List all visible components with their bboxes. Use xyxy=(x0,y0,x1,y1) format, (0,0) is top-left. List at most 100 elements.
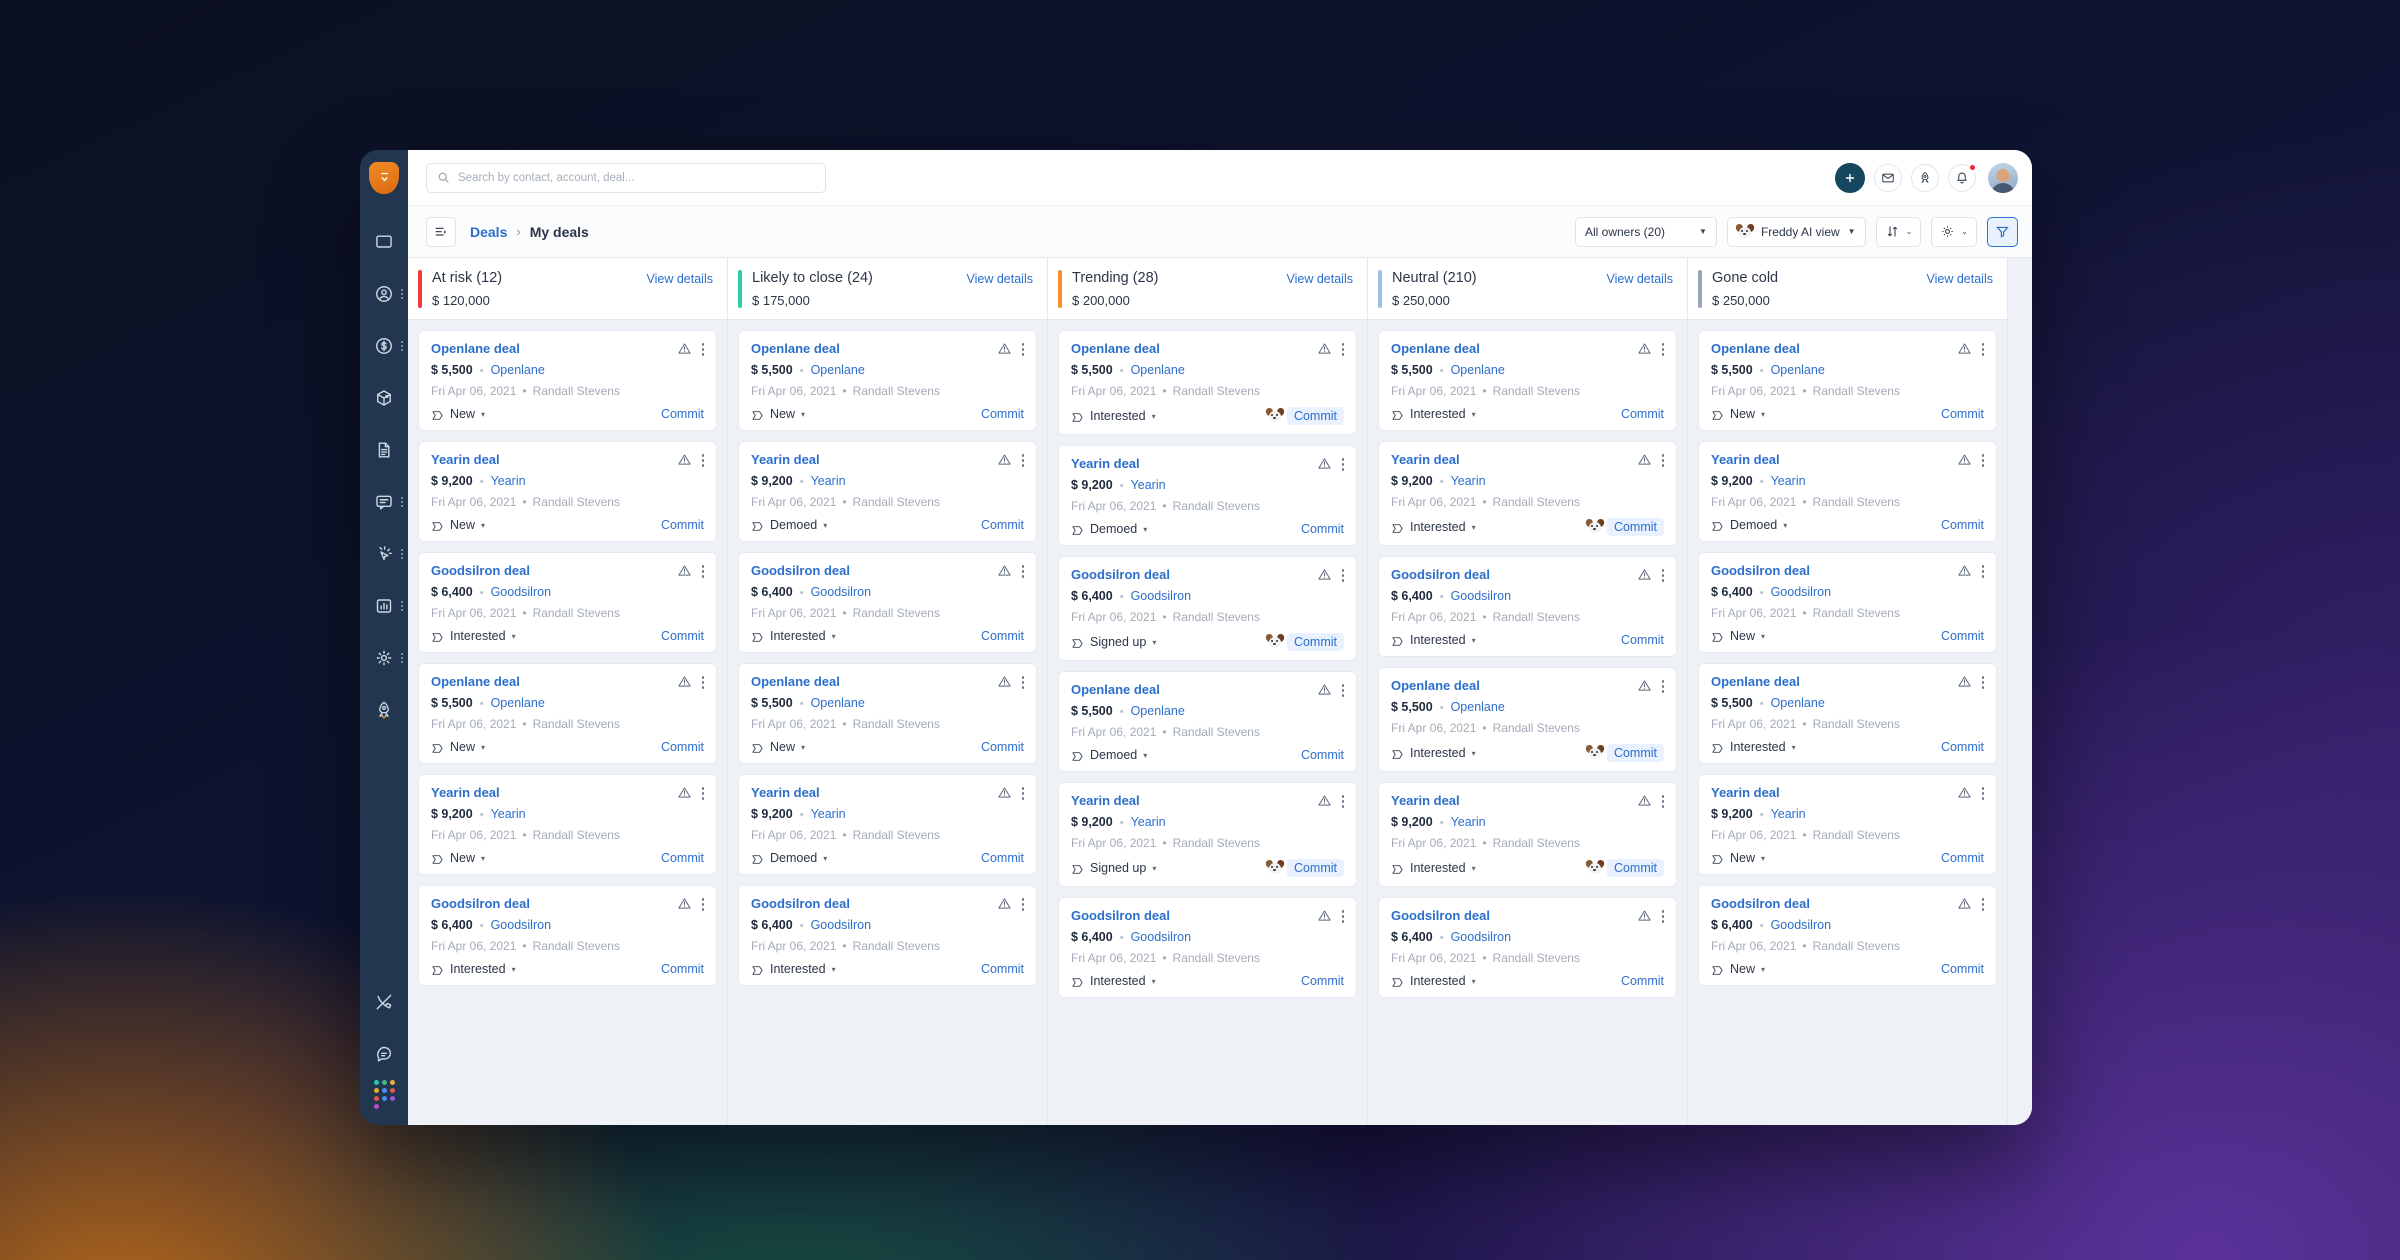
deal-account[interactable]: Openlane xyxy=(1130,363,1185,377)
deal-name[interactable]: Goodsilron deal xyxy=(1071,567,1170,582)
deal-name[interactable]: Goodsilron deal xyxy=(1391,908,1490,923)
deal-account[interactable]: Openlane xyxy=(1130,704,1185,718)
commit-button[interactable]: Commit xyxy=(1300,522,1344,536)
warning-icon[interactable] xyxy=(997,563,1012,578)
deal-card[interactable]: Openlane deal $ 5,500 • Openlane Fri Apr 06,… xyxy=(1698,663,1997,764)
warning-icon[interactable] xyxy=(997,785,1012,800)
deal-name[interactable]: Openlane deal xyxy=(751,674,840,689)
deal-more-menu-icon[interactable] xyxy=(1981,452,1984,467)
commit-button[interactable]: Commit xyxy=(980,962,1024,976)
deal-name[interactable]: Openlane deal xyxy=(431,674,520,689)
sidebar-item-more-dots[interactable] xyxy=(401,549,403,559)
deal-account[interactable]: Openlane xyxy=(1770,363,1825,377)
deal-name[interactable]: Yearin deal xyxy=(751,785,820,800)
deal-more-menu-icon[interactable] xyxy=(1021,563,1024,578)
deal-stage-select[interactable]: Demoed ▾ xyxy=(751,518,827,532)
commit-button[interactable]: Commit xyxy=(1940,740,1984,754)
deal-stage-select[interactable]: Interested ▾ xyxy=(431,962,516,976)
commit-button[interactable]: Commit xyxy=(660,740,704,754)
deal-name[interactable]: Goodsilron deal xyxy=(1711,896,1810,911)
view-filter-select[interactable]: Freddy AI view ▼ xyxy=(1726,216,1866,247)
deal-stage-select[interactable]: New ▾ xyxy=(431,851,485,865)
deal-stage-select[interactable]: Interested ▾ xyxy=(1391,746,1476,760)
warning-icon[interactable] xyxy=(677,896,692,911)
deal-account[interactable]: Openlane xyxy=(1450,700,1505,714)
deal-stage-select[interactable]: New ▾ xyxy=(1711,851,1765,865)
commit-button[interactable]: Commit xyxy=(980,629,1024,643)
sidebar-item-more-dots[interactable] xyxy=(401,601,403,611)
deal-account[interactable]: Openlane xyxy=(1450,363,1505,377)
deal-more-menu-icon[interactable] xyxy=(701,785,704,800)
commit-button[interactable]: Commit xyxy=(660,629,704,643)
commit-button[interactable]: Commit xyxy=(980,518,1024,532)
deal-more-menu-icon[interactable] xyxy=(1021,452,1024,467)
deal-name[interactable]: Yearin deal xyxy=(431,452,500,467)
deal-name[interactable]: Yearin deal xyxy=(1391,793,1460,808)
deal-more-menu-icon[interactable] xyxy=(1981,785,1984,800)
deal-name[interactable]: Yearin deal xyxy=(431,785,500,800)
deal-more-menu-icon[interactable] xyxy=(1981,341,1984,356)
notifications-button[interactable] xyxy=(1948,163,1976,192)
commit-button[interactable]: Commit xyxy=(980,851,1024,865)
deal-name[interactable]: Goodsilron deal xyxy=(431,563,530,578)
sidebar-item-conversations[interactable] xyxy=(360,476,408,528)
sidebar-item-more-dots[interactable] xyxy=(401,653,403,663)
deal-name[interactable]: Openlane deal xyxy=(751,341,840,356)
deal-card[interactable]: Openlane deal $ 5,500 • Openlane Fri Apr 06,… xyxy=(1378,330,1677,431)
deal-name[interactable]: Yearin deal xyxy=(1711,785,1780,800)
deal-card[interactable]: Yearin deal $ 9,200 • Yearin Fri Apr 06, 202… xyxy=(418,774,717,875)
warning-icon[interactable] xyxy=(1317,456,1332,471)
deal-more-menu-icon[interactable] xyxy=(1341,793,1344,808)
warning-icon[interactable] xyxy=(1957,785,1972,800)
deal-account[interactable]: Goodsilron xyxy=(490,918,552,932)
deal-name[interactable]: Goodsilron deal xyxy=(1071,908,1170,923)
deal-more-menu-icon[interactable] xyxy=(1341,341,1344,356)
warning-icon[interactable] xyxy=(1957,896,1972,911)
commit-button[interactable]: Commit xyxy=(980,740,1024,754)
deal-card[interactable]: Yearin deal $ 9,200 • Yearin Fri Apr 06, 202… xyxy=(1058,445,1357,546)
deal-name[interactable]: Yearin deal xyxy=(1071,793,1140,808)
deal-card[interactable]: Yearin deal $ 9,200 • Yearin Fri Apr 06, 202… xyxy=(1698,441,1997,542)
sidebar-item-reports[interactable] xyxy=(360,580,408,632)
deal-stage-select[interactable]: Interested ▾ xyxy=(1391,974,1476,988)
deal-stage-select[interactable]: Interested ▾ xyxy=(1711,740,1796,754)
deal-card[interactable]: Goodsilron deal $ 6,400 • Goodsilron Fri Apr… xyxy=(418,552,717,653)
deal-card[interactable]: Openlane deal $ 5,500 • Openlane Fri Apr 06,… xyxy=(418,663,717,764)
warning-icon[interactable] xyxy=(997,341,1012,356)
deal-account[interactable]: Yearin xyxy=(490,474,526,488)
warning-icon[interactable] xyxy=(1957,341,1972,356)
warning-icon[interactable] xyxy=(1317,908,1332,923)
deal-stage-select[interactable]: New ▾ xyxy=(431,518,485,532)
deal-stage-select[interactable]: Demoed ▾ xyxy=(1071,748,1147,762)
warning-icon[interactable] xyxy=(677,674,692,689)
warning-icon[interactable] xyxy=(677,563,692,578)
deal-name[interactable]: Openlane deal xyxy=(1391,678,1480,693)
sidebar-item-more-dots[interactable] xyxy=(401,289,403,299)
deal-card[interactable]: Yearin deal $ 9,200 • Yearin Fri Apr 06, 202… xyxy=(1058,782,1357,887)
deal-more-menu-icon[interactable] xyxy=(1661,678,1664,693)
deal-card[interactable]: Goodsilron deal $ 6,400 • Goodsilron Fri Apr… xyxy=(1698,552,1997,653)
warning-icon[interactable] xyxy=(1637,793,1652,808)
deal-name[interactable]: Goodsilron deal xyxy=(1391,567,1490,582)
deal-card[interactable]: Goodsilron deal $ 6,400 • Goodsilron Fri Apr… xyxy=(1058,897,1357,998)
deal-stage-select[interactable]: Interested ▾ xyxy=(1391,520,1476,534)
deal-account[interactable]: Goodsilron xyxy=(1130,589,1192,603)
deal-account[interactable]: Yearin xyxy=(810,474,846,488)
deal-card[interactable]: Goodsilron deal $ 6,400 • Goodsilron Fri Apr… xyxy=(1058,556,1357,661)
deal-account[interactable]: Openlane xyxy=(1770,696,1825,710)
commit-button[interactable]: Commit xyxy=(660,851,704,865)
deal-more-menu-icon[interactable] xyxy=(1021,785,1024,800)
deal-stage-select[interactable]: Interested ▾ xyxy=(1391,633,1476,647)
deals-board[interactable]: At risk (12) $ 120,000 View details Openlan… xyxy=(408,258,2032,1125)
deal-account[interactable]: Yearin xyxy=(1130,815,1166,829)
deal-account[interactable]: Openlane xyxy=(490,363,545,377)
sidebar-item-phone[interactable] xyxy=(360,976,408,1028)
sidebar-item-automations[interactable] xyxy=(360,528,408,580)
commit-button[interactable]: Commit xyxy=(1940,518,1984,532)
commit-button[interactable]: Commit xyxy=(660,407,704,421)
deal-card[interactable]: Yearin deal $ 9,200 • Yearin Fri Apr 06, 202… xyxy=(1378,441,1677,546)
commit-button[interactable]: Commit xyxy=(1300,974,1344,988)
deal-stage-select[interactable]: Signed up ▾ xyxy=(1071,635,1156,649)
deal-account[interactable]: Openlane xyxy=(490,696,545,710)
view-details-link[interactable]: View details xyxy=(1286,272,1353,286)
